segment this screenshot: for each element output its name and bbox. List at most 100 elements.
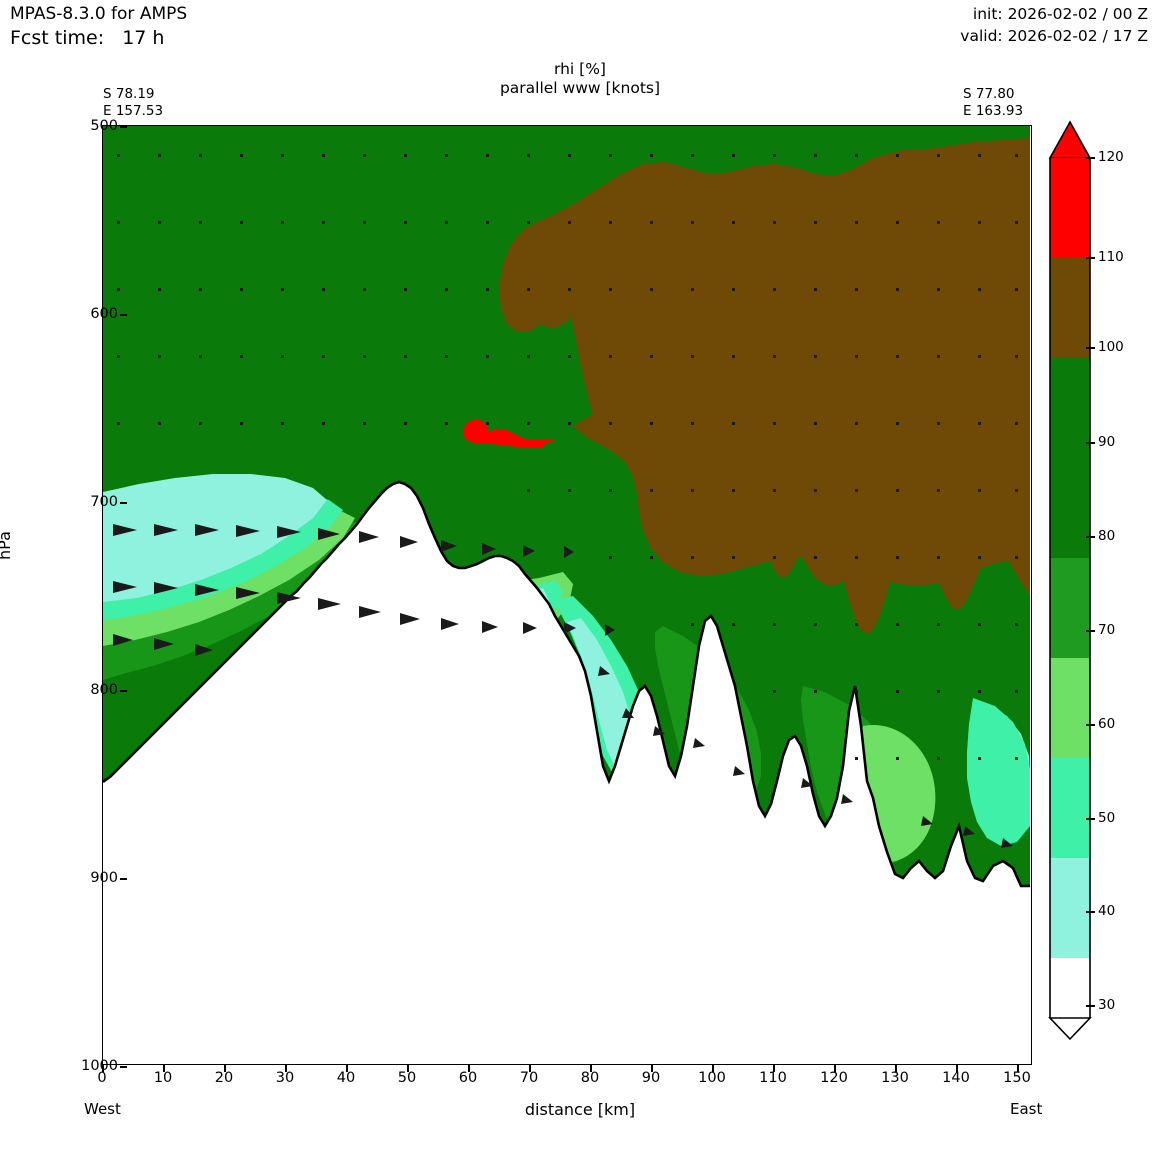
cb-tick-90: 90 [1098, 434, 1116, 450]
rhi-band-50-60-east [967, 698, 1030, 846]
terrain-surface-line [103, 480, 1030, 888]
x-mark-90 [651, 1065, 653, 1072]
colorbar-band-90-100 [1050, 358, 1090, 458]
cross-section-field [103, 126, 1030, 1063]
x-mark-110 [773, 1065, 775, 1072]
x-tick-110: 110 [759, 1070, 787, 1086]
x-tick-30: 30 [275, 1070, 295, 1086]
cb-tick-100: 100 [1098, 339, 1124, 355]
wind-arrows-strong [113, 524, 1013, 848]
x-mark-120 [834, 1065, 836, 1072]
y-tick-700: 700 [48, 494, 127, 510]
x-tick-20: 20 [214, 1070, 234, 1086]
cb-mark-110 [1086, 257, 1095, 259]
east-endpoint-label: East [1010, 1100, 1043, 1118]
cb-mark-60 [1086, 724, 1095, 726]
wind-glyph-grid [113, 154, 1018, 848]
x-mark-130 [895, 1065, 897, 1072]
y-tick-1000: 1000 [48, 1058, 127, 1074]
rhi-band-gt110-red-tail [489, 431, 543, 448]
cb-mark-70 [1086, 630, 1095, 632]
cb-mark-80 [1086, 536, 1095, 538]
colorbar-band-40-50 [1050, 858, 1090, 958]
x-mark-100 [712, 1065, 714, 1072]
cb-mark-40 [1086, 911, 1095, 913]
x-mark-70 [529, 1065, 531, 1072]
cb-tick-70: 70 [1098, 622, 1116, 638]
west-endpoint-label: West [84, 1100, 121, 1118]
right-longitude: E 163.93 [963, 103, 1024, 119]
x-mark-20 [224, 1065, 226, 1072]
colorbar-band-30-40 [1050, 958, 1090, 1018]
x-tick-0: 0 [97, 1070, 107, 1086]
x-mark-0 [102, 1065, 104, 1072]
x-tick-50: 50 [397, 1070, 417, 1086]
right-latitude: S 77.80 [963, 86, 1015, 102]
cb-tick-120: 120 [1098, 149, 1124, 165]
cross-section-plot [102, 125, 1032, 1065]
colorbar[interactable] [1046, 118, 1094, 1043]
x-mark-140 [956, 1065, 958, 1072]
cb-tick-110: 110 [1098, 249, 1124, 265]
cb-tick-40: 40 [1098, 903, 1116, 919]
x-mark-150 [1017, 1065, 1019, 1072]
rhi-band-40-50-left [103, 474, 327, 602]
y-tick-500: 500 [48, 118, 127, 134]
x-tick-120: 120 [820, 1070, 848, 1086]
x-tick-140: 140 [942, 1070, 970, 1086]
x-mark-60 [468, 1065, 470, 1072]
x-tick-90: 90 [641, 1070, 661, 1086]
x-tick-70: 70 [519, 1070, 539, 1086]
colorbar-band-80-90 [1050, 458, 1090, 558]
colorbar-outline [1049, 158, 1091, 1018]
right-endpoint-coords: S 77.80 E 163.93 [963, 86, 1023, 120]
cb-mark-100 [1086, 347, 1095, 349]
rhi-band-100-110-mid-right [573, 404, 1030, 586]
left-endpoint-coords: S 78.19 E 157.53 [103, 86, 163, 120]
wind-dots [117, 154, 1018, 760]
cb-mark-30 [1086, 1005, 1095, 1007]
valid-time: valid: 2026-02-02 / 17 Z [960, 27, 1148, 45]
y-tick-800: 800 [48, 682, 127, 698]
left-latitude: S 78.19 [103, 86, 155, 102]
cb-tick-50: 50 [1098, 810, 1116, 826]
x-tick-100: 100 [698, 1070, 726, 1086]
cb-tick-80: 80 [1098, 528, 1116, 544]
x-tick-10: 10 [153, 1070, 173, 1086]
x-tick-60: 60 [458, 1070, 478, 1086]
x-tick-130: 130 [881, 1070, 909, 1086]
rhi-band-40-50-downslope [567, 618, 635, 770]
colorbar-band-110-120 [1050, 158, 1090, 258]
init-time: init: 2026-02-02 / 00 Z [972, 5, 1148, 23]
cb-mark-50 [1086, 818, 1095, 820]
y-axis-label: hPa [0, 531, 14, 560]
x-tick-40: 40 [336, 1070, 356, 1086]
colorbar-band-100-110 [1050, 258, 1090, 358]
cb-mark-120 [1086, 157, 1095, 159]
colorbar-band-60-70 [1050, 658, 1090, 758]
colorbar-band-70-80 [1050, 558, 1090, 658]
x-mark-10 [163, 1065, 165, 1072]
x-axis-label: distance [km] [524, 1100, 636, 1119]
x-mark-80 [590, 1065, 592, 1072]
x-tick-80: 80 [580, 1070, 600, 1086]
y-tick-600: 600 [48, 306, 127, 322]
cb-tick-60: 60 [1098, 716, 1116, 732]
x-mark-30 [285, 1065, 287, 1072]
x-tick-150: 150 [1003, 1070, 1031, 1086]
cb-mark-90 [1086, 442, 1095, 444]
terrain-mask [103, 482, 1030, 1063]
colorbar-extend-top [1048, 120, 1092, 159]
x-mark-40 [346, 1065, 348, 1072]
brown-blob-upper-right [860, 221, 942, 279]
x-mark-50 [407, 1065, 409, 1072]
y-tick-900: 900 [48, 870, 127, 886]
colorbar-extend-bottom [1048, 1017, 1092, 1041]
colorbar-band-50-60 [1050, 758, 1090, 858]
chart-title: rhi [%] [554, 60, 606, 78]
model-title: MPAS-8.3.0 for AMPS [10, 4, 188, 24]
header-right: init: 2026-02-02 / 00 Z valid: 2026-02-0… [960, 3, 1148, 47]
header-left: MPAS-8.3.0 for AMPS Fcst time: 17 h [10, 3, 187, 51]
left-longitude: E 157.53 [103, 103, 164, 119]
cb-tick-30: 30 [1098, 997, 1116, 1013]
